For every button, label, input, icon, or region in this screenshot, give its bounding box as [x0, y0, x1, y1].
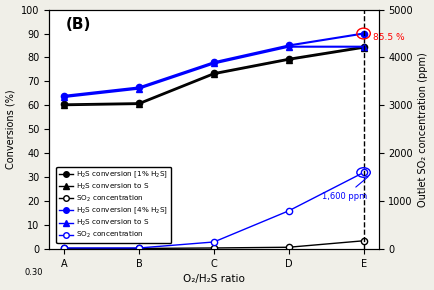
Text: 1,600 ppm: 1,600 ppm: [322, 177, 368, 201]
Text: 0.30: 0.30: [24, 268, 43, 277]
Text: (B): (B): [66, 17, 91, 32]
X-axis label: O₂/H₂S ratio: O₂/H₂S ratio: [183, 274, 245, 284]
Text: 85.5 %: 85.5 %: [372, 32, 404, 41]
Y-axis label: Outlet SO₂ concentration (ppm): Outlet SO₂ concentration (ppm): [418, 52, 428, 207]
Legend: $\mathregular{H_2S}$ conversion [1% $\mathregular{H_2S}$], $\mathregular{H_2S}$ : $\mathregular{H_2S}$ conversion [1% $\ma…: [56, 166, 171, 243]
Y-axis label: Conversions (%): Conversions (%): [6, 90, 16, 169]
